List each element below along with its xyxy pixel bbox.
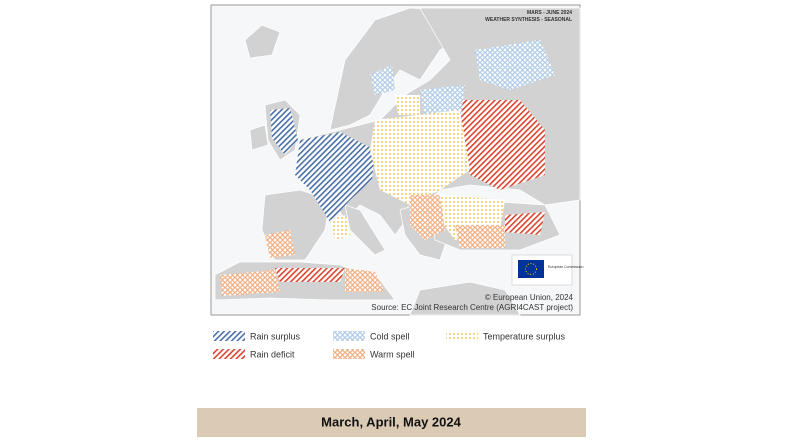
warm-spell-area (455, 225, 505, 248)
legend-swatch (333, 331, 365, 341)
warm-spell-area (265, 230, 295, 258)
legend-label: Temperature surplus (483, 331, 566, 341)
copyright: © European Union, 2024 (485, 293, 574, 302)
rain-deficit-area (505, 212, 545, 235)
caption: March, April, May 2024 (321, 414, 461, 429)
map-subtitle: WEATHER SYNTHESIS - SEASONAL (485, 17, 572, 23)
legend-label: Warm spell (370, 349, 415, 359)
map: MARS - JUNE 2024 WEATHER SYNTHESIS - SEA… (210, 4, 583, 316)
cold-spell-area (370, 65, 395, 95)
eu-stars (525, 263, 537, 275)
warm-spell-area (410, 195, 445, 240)
temperature-surplus-area (370, 110, 470, 205)
rain-deficit-area (275, 268, 345, 282)
rain-surplus-area (295, 132, 375, 222)
logo-label: European Commission (548, 265, 583, 269)
warm-spell-area (345, 268, 385, 292)
eu-flag (518, 260, 544, 278)
legend-swatch (333, 349, 365, 359)
caption-bar (197, 408, 586, 437)
legend-swatch (446, 331, 478, 341)
legend-label: Cold spell (370, 331, 410, 341)
temperature-surplus-area (395, 95, 420, 115)
cold-spell-area (475, 40, 555, 90)
legend-label: Rain surplus (250, 331, 301, 341)
legend-swatch (213, 349, 245, 359)
rain-deficit-area (455, 100, 545, 190)
legend-swatch (213, 331, 245, 341)
source: Source: EC Joint Research Centre (AGRI4C… (371, 303, 573, 312)
legend: Rain surplus Cold spell Temperature surp… (213, 331, 566, 359)
rain-surplus-area (270, 108, 298, 155)
warm-spell-area (220, 270, 280, 296)
legend-label: Rain deficit (250, 349, 295, 359)
map-title: MARS - JUNE 2024 (527, 10, 572, 16)
anomaly-areas (220, 40, 555, 296)
temperature-surplus-area (330, 215, 350, 240)
